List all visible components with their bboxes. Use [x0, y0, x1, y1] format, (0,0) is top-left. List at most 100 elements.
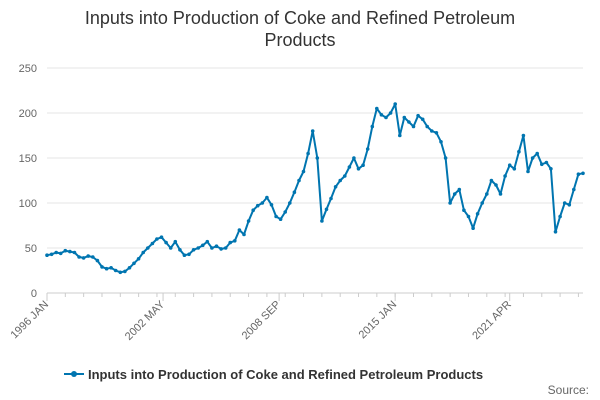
data-point-57	[306, 151, 310, 156]
data-point-7	[77, 255, 81, 259]
data-point-73	[379, 113, 384, 117]
data-point-26	[164, 240, 168, 245]
data-point-68	[356, 167, 361, 171]
data-point-98	[494, 183, 498, 187]
data-point-20	[136, 257, 141, 261]
data-point-60	[320, 219, 324, 223]
x-tick-label-0: 1996 JAN	[8, 299, 51, 342]
y-tick-label-150: 150	[19, 153, 37, 165]
data-point-104	[521, 133, 526, 138]
data-point-91	[462, 208, 466, 212]
data-point-77	[398, 133, 402, 138]
data-point-38	[219, 247, 223, 251]
data-point-94	[475, 212, 480, 216]
data-point-29	[178, 248, 182, 252]
data-point-11	[95, 258, 100, 263]
data-point-37	[214, 244, 219, 248]
data-point-85	[434, 131, 439, 135]
data-point-115	[572, 187, 576, 192]
y-tick-label-200: 200	[19, 108, 37, 120]
data-point-106	[530, 156, 535, 160]
data-point-97	[489, 178, 494, 183]
chart-title-line-1: Inputs into Production of Coke and Refin…	[85, 8, 515, 28]
data-point-96	[485, 192, 489, 196]
data-point-62	[329, 196, 333, 201]
data-point-45	[251, 208, 255, 212]
data-point-33	[196, 246, 200, 250]
x-tick-label-1: 2002 MAY	[123, 298, 168, 343]
data-point-28	[173, 239, 178, 244]
data-point-65	[343, 174, 347, 178]
data-point-67	[352, 156, 356, 160]
data-point-22	[146, 246, 150, 250]
series-line	[46, 103, 584, 274]
data-point-55	[297, 178, 301, 183]
data-point-54	[292, 190, 297, 194]
data-point-110	[549, 167, 553, 171]
x-tick-label-4: 2021 APR	[470, 299, 514, 343]
data-point-105	[526, 169, 530, 174]
data-point-107	[535, 151, 539, 156]
data-point-109	[544, 160, 549, 165]
data-point-71	[370, 124, 375, 129]
data-point-116	[576, 172, 581, 176]
data-point-17	[123, 269, 127, 274]
source-label: Source:	[548, 383, 589, 397]
data-point-4	[63, 248, 68, 253]
data-point-90	[457, 187, 462, 192]
data-point-8	[81, 256, 86, 260]
data-point-112	[558, 214, 562, 219]
data-point-53	[288, 201, 292, 205]
data-point-74	[384, 115, 388, 120]
x-tick-label-3: 2015 JAN	[357, 299, 400, 342]
data-point-78	[402, 115, 407, 120]
data-point-101	[507, 163, 512, 167]
data-point-81	[416, 113, 420, 118]
data-point-31	[187, 252, 191, 257]
data-point-46	[255, 203, 260, 208]
data-point-63	[333, 185, 338, 189]
data-point-61	[324, 207, 329, 212]
data-point-70	[365, 147, 370, 151]
data-point-34	[201, 243, 205, 248]
data-point-66	[347, 165, 352, 169]
data-point-56	[301, 169, 306, 174]
data-point-13	[104, 266, 109, 271]
data-point-40	[228, 240, 232, 245]
data-point-44	[246, 219, 251, 223]
data-point-47	[260, 201, 265, 205]
data-point-23	[150, 241, 155, 246]
data-point-21	[141, 250, 145, 255]
data-point-100	[503, 174, 507, 178]
data-point-2	[54, 250, 58, 255]
data-point-79	[407, 120, 411, 124]
legend[interactable]: Inputs into Production of Coke and Refin…	[64, 367, 483, 382]
x-tick-label-2: 2008 SEP	[240, 299, 284, 343]
data-point-114	[567, 203, 572, 207]
y-tick-label-50: 50	[25, 243, 37, 255]
data-point-30	[182, 253, 187, 257]
data-point-3	[58, 251, 63, 256]
data-point-58	[310, 129, 315, 133]
data-point-103	[517, 149, 521, 154]
y-tick-label-0: 0	[31, 288, 37, 300]
data-point-88	[448, 201, 452, 205]
data-point-82	[420, 117, 425, 122]
data-point-75	[388, 111, 393, 115]
data-point-39	[223, 246, 228, 250]
data-point-0	[45, 253, 49, 257]
data-point-72	[375, 106, 379, 111]
data-point-52	[283, 210, 288, 214]
data-point-16	[118, 270, 123, 275]
legend-item-label: Inputs into Production of Coke and Refin…	[88, 367, 483, 382]
data-point-92	[466, 214, 471, 219]
data-point-111	[553, 230, 558, 234]
data-point-19	[132, 261, 136, 266]
x-axis: 1996 JAN 2002 MAY 2008 SEP 2015 JAN 2021 APR	[8, 292, 583, 343]
data-point-5	[68, 249, 72, 254]
y-gridlines	[47, 67, 583, 249]
data-point-113	[562, 201, 567, 205]
data-point-48	[265, 195, 269, 200]
data-point-83	[425, 124, 430, 129]
